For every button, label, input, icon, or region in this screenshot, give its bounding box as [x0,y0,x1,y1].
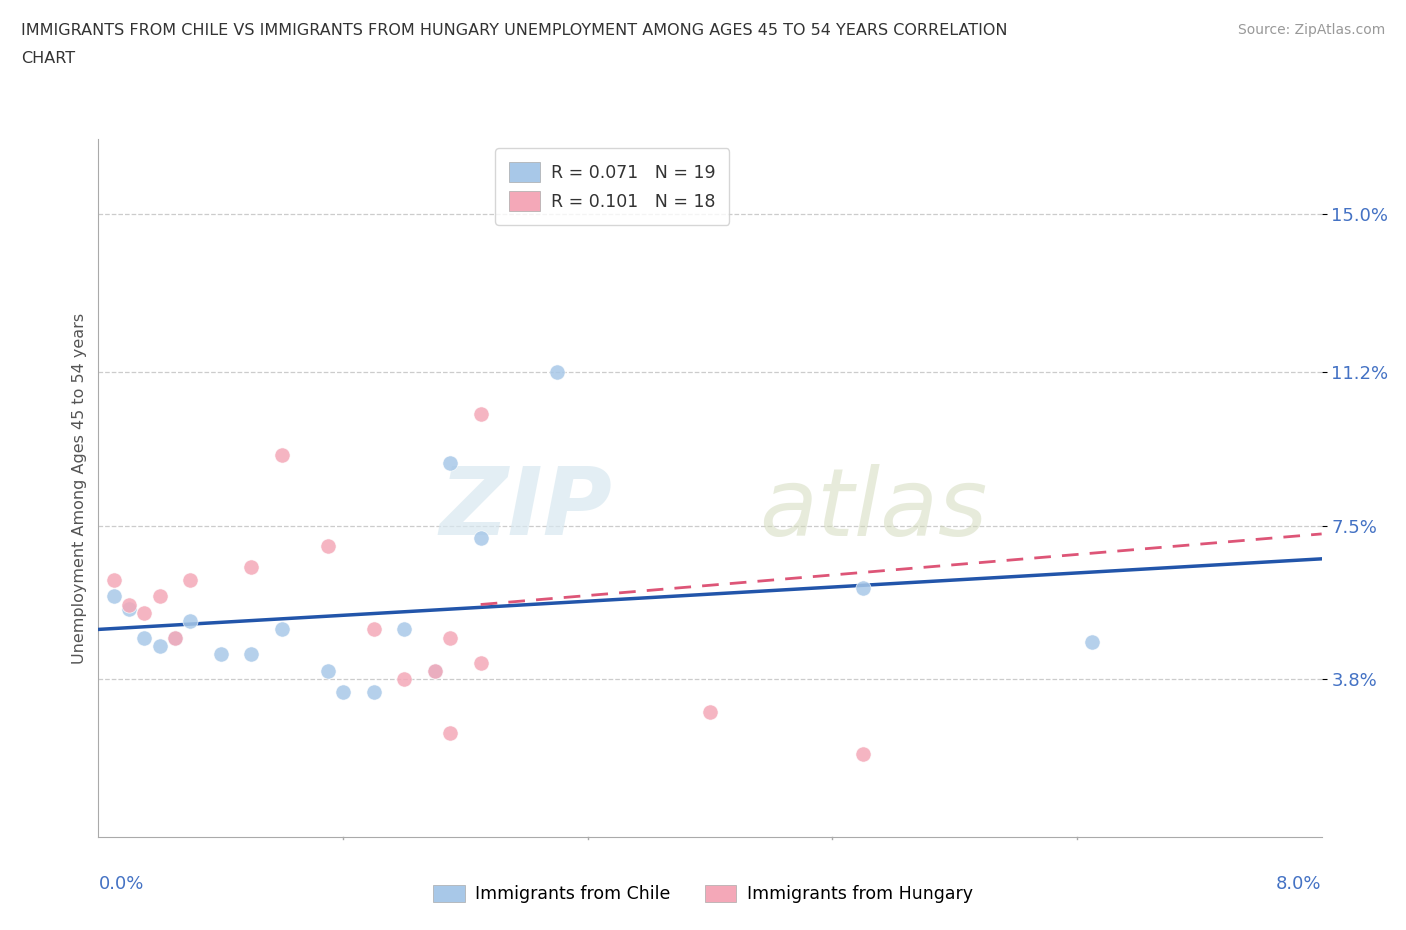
Text: Source: ZipAtlas.com: Source: ZipAtlas.com [1237,23,1385,37]
Point [270,447,294,462]
Text: ZIP: ZIP [439,463,612,555]
Point [179,614,201,629]
Point [240,560,263,575]
Y-axis label: Unemployment Among Ages 45 to 54 years: Unemployment Among Ages 45 to 54 years [72,312,87,664]
Text: CHART: CHART [21,51,75,66]
Point [149,589,172,604]
Point [103,589,125,604]
Point [699,705,721,720]
Point [470,655,492,670]
Point [316,663,339,678]
Point [439,631,461,645]
Text: 0.0%: 0.0% [98,875,143,894]
Point [363,622,385,637]
Text: IMMIGRANTS FROM CHILE VS IMMIGRANTS FROM HUNGARY UNEMPLOYMENT AMONG AGES 45 TO 5: IMMIGRANTS FROM CHILE VS IMMIGRANTS FROM… [21,23,1008,38]
Point [240,647,263,662]
Point [470,531,492,546]
Point [439,456,461,471]
Point [423,663,446,678]
Point [134,631,156,645]
Point [423,663,446,678]
Point [209,647,232,662]
Point [118,597,141,612]
Point [392,622,416,637]
Point [546,365,568,379]
Point [134,605,156,620]
Point [118,601,141,616]
Point [316,539,339,554]
Point [163,631,186,645]
Point [332,684,354,699]
Point [363,684,385,699]
Point [179,572,201,587]
Point [852,580,875,595]
Point [149,639,172,654]
Point [392,671,416,686]
Point [470,406,492,421]
Legend: Immigrants from Chile, Immigrants from Hungary: Immigrants from Chile, Immigrants from H… [425,876,981,912]
Point [103,572,125,587]
Point [852,747,875,762]
Text: 8.0%: 8.0% [1277,875,1322,894]
Legend: R = 0.071   N = 19, R = 0.101   N = 18: R = 0.071 N = 19, R = 0.101 N = 18 [495,148,730,225]
Point [1081,634,1104,649]
Point [439,725,461,740]
Point [270,622,294,637]
Point [163,631,186,645]
Text: atlas: atlas [759,464,987,554]
